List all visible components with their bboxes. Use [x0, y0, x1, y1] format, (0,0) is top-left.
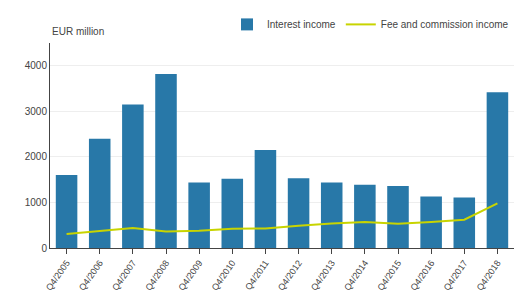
svg-text:Q4/2007: Q4/2007: [110, 258, 138, 292]
svg-text:Q4/2014: Q4/2014: [342, 258, 370, 292]
svg-text:Q4/2016: Q4/2016: [408, 258, 436, 292]
svg-text:Interest income: Interest income: [267, 19, 336, 30]
svg-text:Q4/2010: Q4/2010: [210, 258, 238, 292]
svg-text:Q4/2011: Q4/2011: [243, 258, 271, 291]
svg-text:Q4/2009: Q4/2009: [176, 258, 204, 292]
svg-text:Q4/2018: Q4/2018: [475, 258, 503, 292]
svg-text:Q4/2013: Q4/2013: [309, 258, 337, 292]
svg-text:1000: 1000: [25, 197, 48, 208]
svg-text:Fee and commission income: Fee and commission income: [381, 19, 509, 30]
svg-text:0: 0: [41, 243, 47, 254]
svg-text:Q4/2008: Q4/2008: [143, 258, 171, 292]
svg-text:Q4/2017: Q4/2017: [442, 258, 470, 292]
svg-text:3000: 3000: [25, 106, 48, 117]
svg-text:Q4/2006: Q4/2006: [77, 258, 105, 292]
svg-text:EUR million: EUR million: [52, 26, 104, 37]
svg-text:Q4/2012: Q4/2012: [276, 258, 304, 292]
svg-text:2000: 2000: [25, 151, 48, 162]
svg-text:4000: 4000: [25, 60, 48, 71]
svg-text:Q4/2015: Q4/2015: [375, 258, 403, 292]
svg-text:Q4/2005: Q4/2005: [44, 258, 72, 292]
